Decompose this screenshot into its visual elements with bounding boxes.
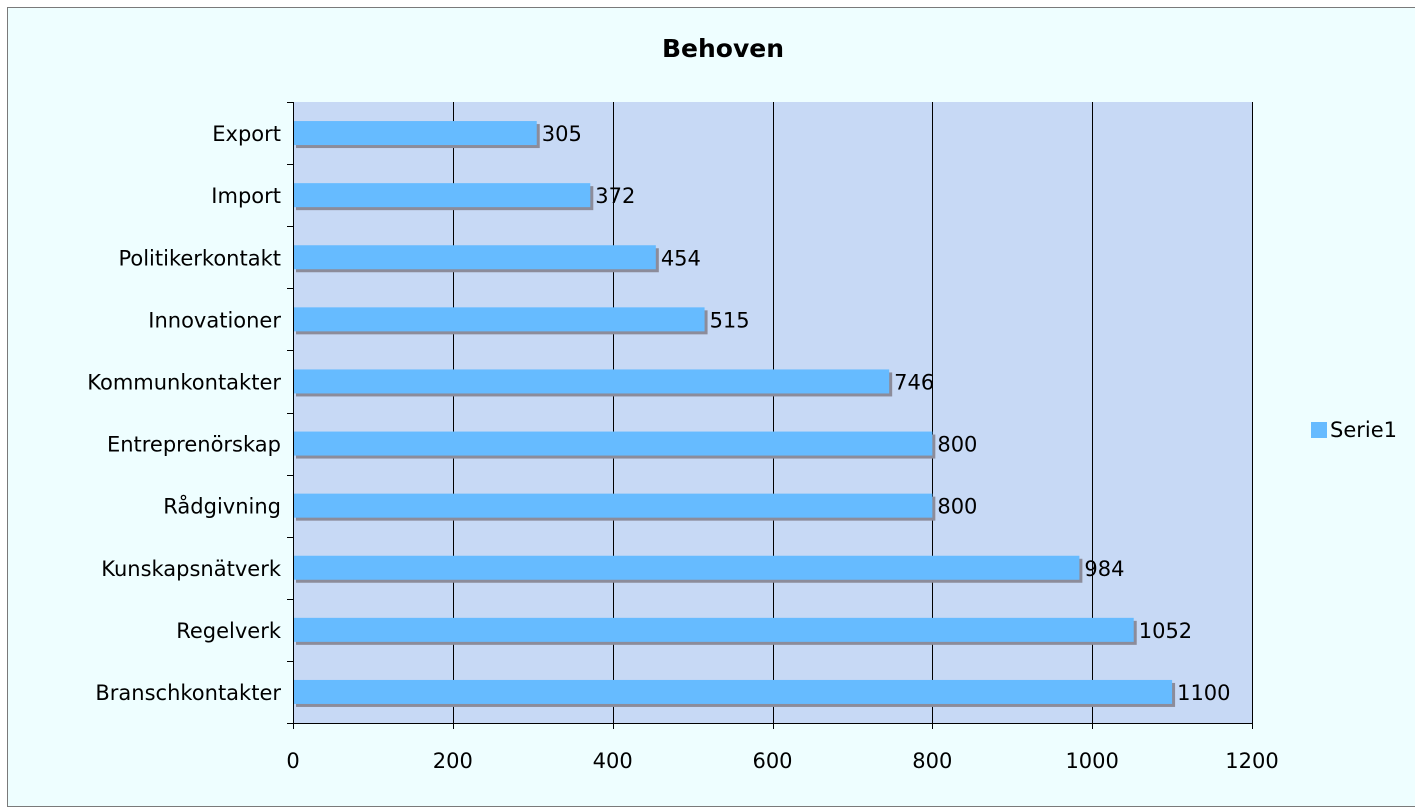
category-label: Kunskapsnätverk [101,557,282,581]
category-label: Export [212,122,281,146]
data-label: 746 [894,370,934,394]
data-label: 454 [661,246,701,270]
data-label: 1052 [1139,619,1192,643]
bar-Export [294,121,537,146]
legend-label: Serie1 [1330,418,1397,442]
bar-Entreprenörskap [294,431,933,456]
bar-Regelverk [294,617,1134,642]
data-label: 305 [542,122,582,146]
category-label: Kommunkontakter [87,370,281,394]
category-label: Rådgivning [163,494,281,519]
bar-chart: Behoven 0 200 400 600 800 1000 1200 1100 Bransch… [87,34,1397,773]
x-tick-label: 200 [433,749,473,773]
data-label: 984 [1084,557,1124,581]
category-label: Innovationer [148,308,281,332]
x-tick-label: 0 [286,749,299,773]
bar-Rådgivning [294,493,933,518]
x-tick-label: 600 [752,749,792,773]
data-label: 515 [710,308,750,332]
data-label: 800 [937,495,977,519]
chart-area: Behoven 0 200 400 600 800 1000 1200 1100 Bransch… [7,7,1415,807]
x-tick-label: 1000 [1065,749,1118,773]
legend-swatch [1311,422,1327,438]
chart-title: Behoven [662,34,784,63]
x-tick-label: 1200 [1225,749,1278,773]
bar-Innovationer [294,307,705,332]
category-label: Entreprenörskap [107,433,281,457]
data-label: 1100 [1177,681,1230,705]
bar-Import [294,183,591,208]
bar-Kommunkontakter [294,369,890,394]
x-tick-label: 800 [912,749,952,773]
data-label: 372 [595,184,635,208]
category-label: Branschkontakter [95,681,281,705]
category-label: Politikerkontakt [118,246,281,270]
data-label: 800 [937,433,977,457]
bar-Branschkontakter [294,679,1173,704]
category-label: Import [211,184,281,208]
bar-Politikerkontakt [294,245,656,270]
x-tick-label: 400 [593,749,633,773]
category-label: Regelverk [176,619,282,643]
bar-Kunskapsnätverk [294,555,1080,580]
